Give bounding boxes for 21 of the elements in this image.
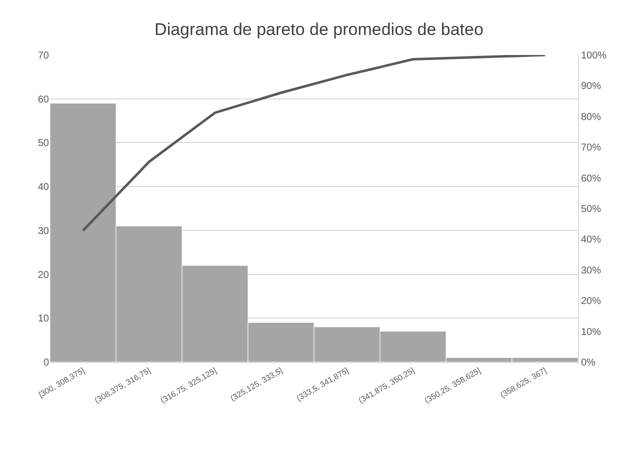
line-series — [82, 55, 546, 232]
y-tick-label: 50 — [38, 138, 50, 150]
y-tick-label: 40 — [38, 182, 50, 194]
y-tick-label: 10 — [38, 314, 50, 325]
y2-tick-label: 30% — [581, 265, 602, 276]
y2-tick-label: 60% — [581, 173, 602, 184]
chart-title: Diagrama de pareto de promedios de bateo — [154, 20, 484, 39]
y-tick-label: 0 — [43, 358, 50, 368]
y-tick-label: 70 — [38, 50, 50, 62]
y2-tick-label: 40% — [581, 234, 602, 246]
y2-tick-label: 70% — [581, 142, 602, 154]
y2-tick-label: 10% — [581, 326, 602, 338]
y2-tick-label: 80% — [581, 112, 602, 123]
y2-tick-label: 50% — [581, 204, 602, 215]
y-tick-label: 30 — [38, 226, 50, 237]
y-tick-label: 20 — [38, 270, 50, 281]
y2-tick-label: 100% — [581, 50, 607, 62]
y2-tick-label: 20% — [581, 296, 602, 308]
y-tick-label: 60 — [38, 94, 50, 106]
y2-tick-label: 0% — [581, 358, 596, 368]
y2-tick-label: 90% — [581, 81, 602, 92]
